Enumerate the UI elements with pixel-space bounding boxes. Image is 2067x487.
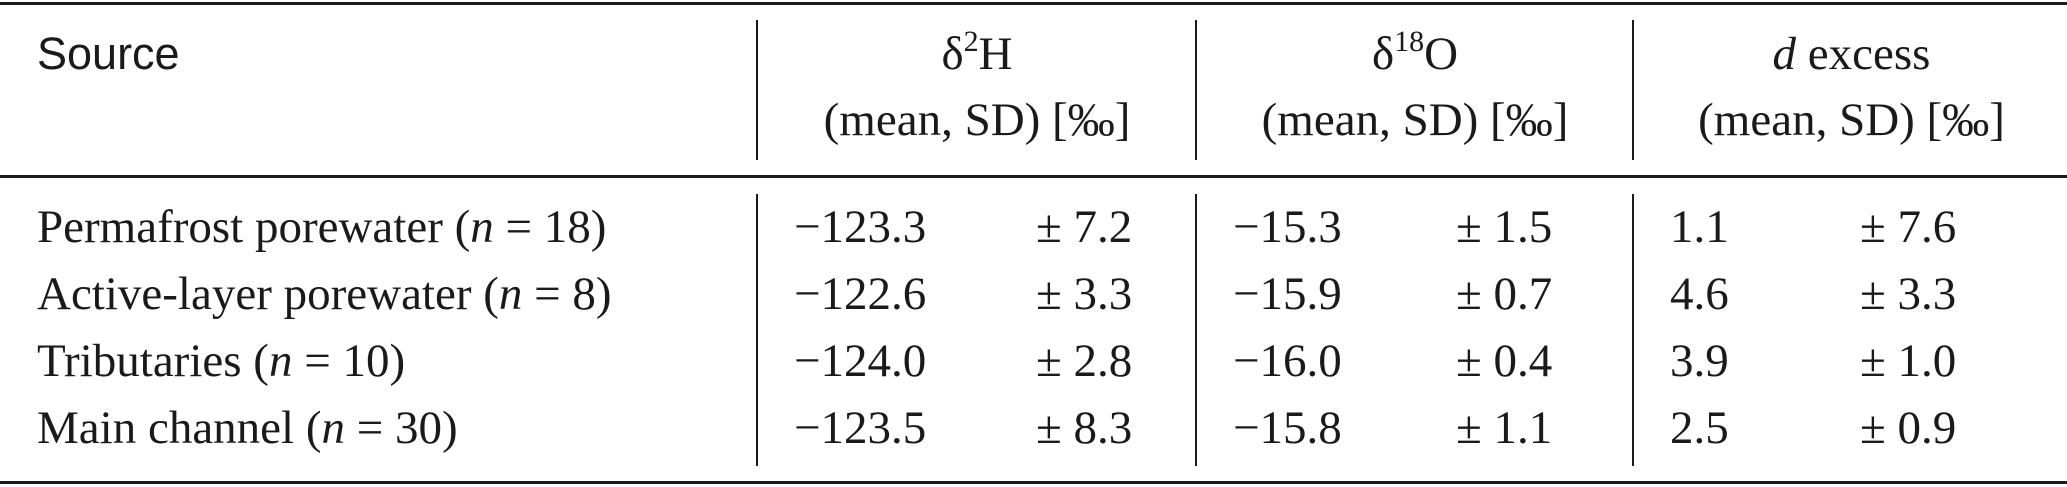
o-sd-cell: ± 0.4 xyxy=(1456,335,1553,387)
d-sd-cell: ± 7.6 xyxy=(1860,201,1957,253)
row-label: Main channel (n = 30) xyxy=(37,402,458,454)
h-sd-cell: ± 3.3 xyxy=(1036,268,1133,320)
o-sd-cell: ± 1.5 xyxy=(1456,201,1553,253)
h-mean-cell: −123.5 xyxy=(794,402,927,454)
h-mean-cell: −123.3 xyxy=(794,201,927,253)
row-label: Permafrost porewater (n = 18) xyxy=(37,201,607,253)
header-separator-1 xyxy=(756,20,758,160)
header-separator-3 xyxy=(1632,20,1634,160)
o-mean-cell: −15.9 xyxy=(1233,268,1342,320)
o-sd-cell: ± 0.7 xyxy=(1456,268,1553,320)
top-rule xyxy=(0,2,2067,5)
o-mean-cell: −16.0 xyxy=(1233,335,1342,387)
o-mean-cell: −15.3 xyxy=(1233,201,1342,253)
d-mean-cell: 1.1 xyxy=(1670,201,1729,253)
d-mean-cell: 2.5 xyxy=(1670,402,1729,454)
h-mean-cell: −124.0 xyxy=(794,335,927,387)
header-source: Source xyxy=(37,28,180,79)
h-sd-cell: ± 8.3 xyxy=(1036,402,1133,454)
header-d-excess: d excess xyxy=(1772,28,1931,80)
o-mean-cell: −15.8 xyxy=(1233,402,1342,454)
body-separator-2 xyxy=(1195,194,1197,466)
header-rule xyxy=(0,175,2067,178)
o-sd-cell: ± 1.1 xyxy=(1456,402,1553,454)
row-label: Active-layer porewater (n = 8) xyxy=(37,268,612,320)
header-d-excess-units: (mean, SD) [‰] xyxy=(1698,94,2005,146)
header-separator-2 xyxy=(1195,20,1197,160)
header-delta2h: δ2H xyxy=(941,25,1013,80)
d-sd-cell: ± 3.3 xyxy=(1860,268,1957,320)
h-sd-cell: ± 2.8 xyxy=(1036,335,1133,387)
d-sd-cell: ± 1.0 xyxy=(1860,335,1957,387)
header-delta18o: δ18O xyxy=(1371,25,1459,80)
bottom-rule xyxy=(0,481,2067,484)
d-sd-cell: ± 0.9 xyxy=(1860,402,1957,454)
h-mean-cell: −122.6 xyxy=(794,268,927,320)
row-label: Tributaries (n = 10) xyxy=(37,335,406,387)
header-delta2h-units: (mean, SD) [‰] xyxy=(823,94,1131,146)
h-sd-cell: ± 7.2 xyxy=(1036,201,1133,253)
body-separator-3 xyxy=(1632,194,1634,466)
d-mean-cell: 4.6 xyxy=(1670,268,1729,320)
body-separator-1 xyxy=(756,194,758,466)
header-delta18o-units: (mean, SD) [‰] xyxy=(1261,94,1569,146)
d-mean-cell: 3.9 xyxy=(1670,335,1729,387)
